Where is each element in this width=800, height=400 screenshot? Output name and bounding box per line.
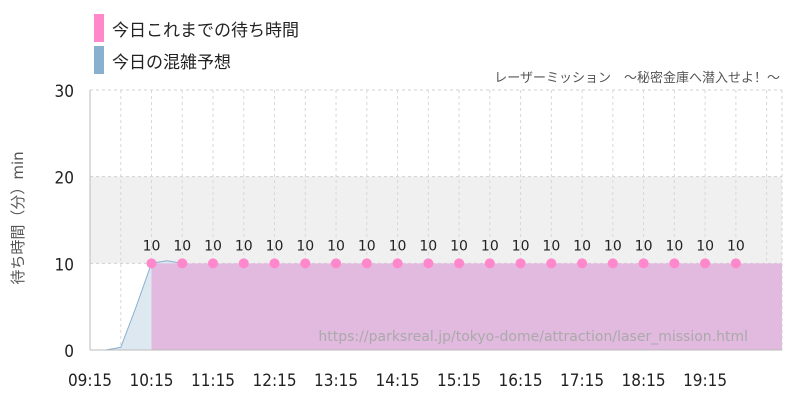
legend-item-actual[interactable]: 今日これまでの待ち時間	[94, 13, 299, 43]
data-point-19	[730, 258, 741, 269]
x-tick-label-0: 09:15	[68, 371, 112, 391]
data-point-16	[638, 258, 649, 269]
data-label-9: 10	[419, 238, 437, 254]
data-label-12: 10	[512, 238, 530, 254]
data-point-0	[146, 258, 157, 269]
data-label-1: 10	[173, 238, 191, 254]
data-label-11: 10	[481, 238, 499, 254]
y-axis-ticks: 0 10 20 30	[55, 82, 74, 362]
y-tick-label-1: 10	[55, 255, 74, 275]
watermark-url: https://parksreal.jp/tokyo-dome/attracti…	[318, 329, 748, 345]
data-point-11	[484, 258, 495, 269]
legend-item-forecast[interactable]: 今日の混雑予想	[94, 45, 299, 75]
x-tick-label-4: 13:15	[314, 371, 358, 391]
x-tick-label-3: 12:15	[252, 371, 296, 391]
data-point-8	[392, 258, 403, 269]
data-label-3: 10	[235, 238, 253, 254]
data-label-2: 10	[204, 238, 222, 254]
y-axis-label: 待ち時間（分）min	[9, 151, 27, 284]
data-label-13: 10	[542, 238, 560, 254]
shaded-band	[90, 176, 782, 264]
x-tick-label-8: 17:15	[560, 371, 604, 391]
data-label-7: 10	[358, 238, 376, 254]
legend-label-actual: 今日これまでの待ち時間	[112, 20, 299, 41]
legend: 今日これまでの待ち時間 今日の混雑予想	[94, 13, 299, 77]
data-point-5	[300, 258, 311, 269]
data-point-6	[331, 258, 342, 269]
y-tick-label-0: 0	[64, 342, 74, 362]
data-label-19: 10	[727, 238, 745, 254]
data-point-3	[238, 258, 249, 269]
data-label-16: 10	[635, 238, 653, 254]
x-tick-label-7: 16:15	[499, 371, 543, 391]
x-tick-label-1: 10:15	[129, 371, 173, 391]
axes	[89, 90, 783, 351]
data-point-17	[669, 258, 680, 269]
data-point-7	[361, 258, 372, 269]
data-label-4: 10	[266, 238, 284, 254]
legend-label-forecast: 今日の混雑予想	[112, 52, 231, 73]
data-point-13	[546, 258, 557, 269]
data-label-8: 10	[389, 238, 407, 254]
x-tick-label-2: 11:15	[191, 371, 235, 391]
data-point-18	[700, 258, 711, 269]
x-tick-label-5: 14:15	[376, 371, 420, 391]
legend-swatch-forecast	[94, 46, 104, 74]
x-tick-label-10: 19:15	[683, 371, 727, 391]
data-label-5: 10	[296, 238, 314, 254]
data-point-1	[177, 258, 188, 269]
data-point-12	[515, 258, 526, 269]
legend-swatch-actual	[94, 14, 104, 42]
data-label-10: 10	[450, 238, 468, 254]
data-label-15: 10	[604, 238, 622, 254]
y-tick-label-3: 30	[55, 82, 74, 102]
data-points	[146, 258, 741, 269]
chart-subtitle: レーザーミッション ～秘密金庫へ潜入せよ！～	[494, 70, 780, 86]
data-label-17: 10	[665, 238, 683, 254]
data-point-2	[208, 258, 219, 269]
actual-area	[151, 263, 782, 350]
data-point-15	[607, 258, 618, 269]
data-point-4	[269, 258, 280, 269]
x-tick-label-6: 15:15	[437, 371, 481, 391]
x-tick-label-9: 18:15	[622, 371, 666, 391]
data-label-18: 10	[696, 238, 714, 254]
y-tick-label-2: 20	[55, 169, 74, 189]
data-labels: 10 10 10 10 10 10 10 10 10 10 10 10 10 10 10 10 10 10 10 10	[143, 238, 745, 254]
x-axis-ticks: 09:15 10:15 11:15 12:15 13:15 14:15 15:15 16:15…	[68, 371, 727, 391]
data-point-10	[454, 258, 465, 269]
data-point-9	[423, 258, 434, 269]
data-label-0: 10	[143, 238, 161, 254]
data-label-6: 10	[327, 238, 345, 254]
data-point-14	[577, 258, 588, 269]
data-label-14: 10	[573, 238, 591, 254]
